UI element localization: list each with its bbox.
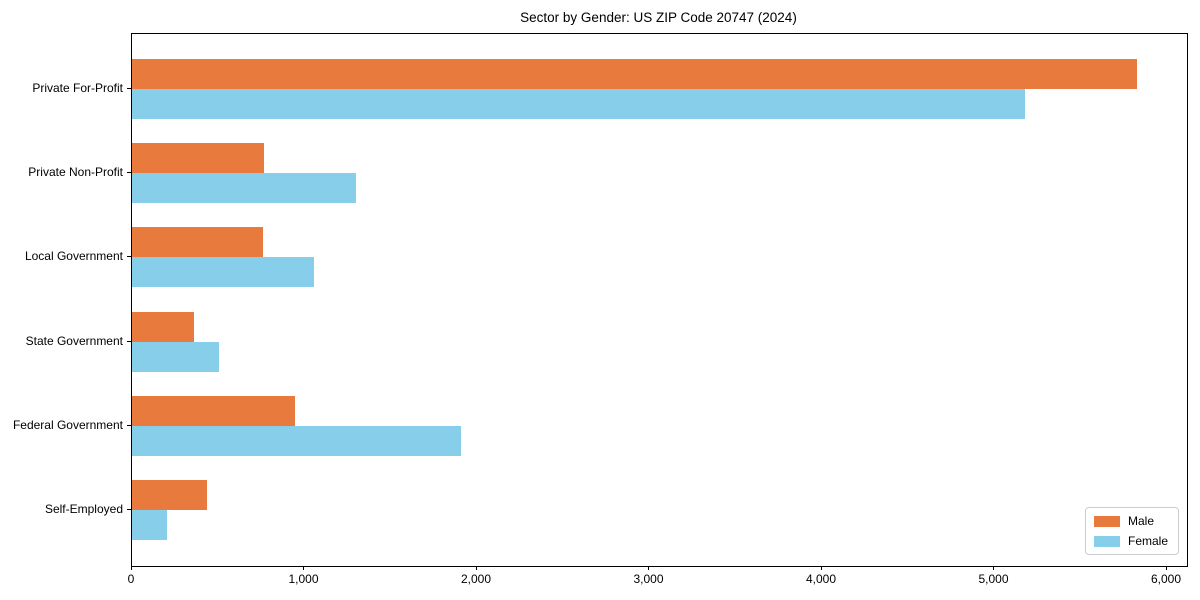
bar-male-3 <box>132 227 264 258</box>
male-series-swatch <box>1093 515 1120 527</box>
legend-label-female: Female <box>1127 534 1168 548</box>
y-axis-label: Self-Employed <box>44 502 123 516</box>
legend-item-female: Female <box>1093 534 1168 548</box>
bar-male-4 <box>132 311 195 342</box>
x-axis-tick-label: 0 <box>127 572 135 586</box>
x-axis-tick-label: 6,000 <box>1150 572 1181 586</box>
bars-layer <box>132 34 1187 566</box>
bar-male-6 <box>132 480 208 510</box>
bar-female-2 <box>132 173 357 204</box>
bar-male-2 <box>132 143 264 174</box>
plot-area: Male Female <box>131 33 1188 567</box>
y-axis-label: Federal Government <box>12 417 123 432</box>
legend-label-male: Male <box>1127 514 1154 528</box>
x-axis-tick-label: 1,000 <box>288 572 319 586</box>
bar-female-6 <box>132 510 168 540</box>
x-axis-tick-label: 5,000 <box>978 572 1009 586</box>
bar-male-1 <box>132 59 1137 89</box>
bar-male-5 <box>132 395 295 426</box>
y-axis-label: Private Non-Profit <box>28 165 123 180</box>
bar-female-1 <box>132 89 1025 119</box>
female-series-swatch <box>1093 535 1120 547</box>
x-axis-tick-label: 4,000 <box>805 572 836 586</box>
y-axis-label: Private For-Profit <box>32 81 123 95</box>
bar-female-3 <box>132 257 314 288</box>
y-axis-label: Local Government <box>24 249 123 264</box>
bar-female-4 <box>132 341 220 372</box>
legend: Male Female <box>1084 507 1179 555</box>
y-axis-label: State Government <box>25 333 123 348</box>
x-axis-tick-label: 3,000 <box>633 572 664 586</box>
chart-title: Sector by Gender: US ZIP Code 20747 (202… <box>520 10 797 25</box>
bar-female-5 <box>132 425 461 456</box>
x-axis-tick-label: 2,000 <box>460 572 491 586</box>
legend-item-male: Male <box>1093 514 1168 528</box>
